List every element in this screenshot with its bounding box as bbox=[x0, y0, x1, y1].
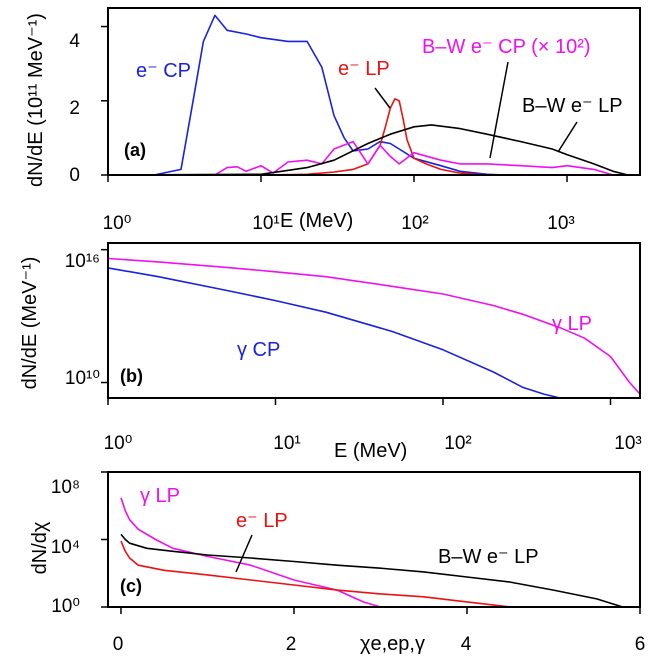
b-ann-gcp: γ CP bbox=[237, 339, 280, 361]
c-pointer-elp bbox=[235, 534, 253, 573]
b-series-1 bbox=[107, 257, 641, 395]
panel-c: 10⁸ 10⁴ 10⁰ 0 2 4 6 χe,ep,γ dN/dχ (c) γ … bbox=[29, 471, 646, 655]
b-xtick-10: 10¹ bbox=[273, 433, 300, 454]
panel-c-lines bbox=[120, 497, 623, 608]
b-xtick-100: 10² bbox=[444, 433, 471, 454]
a-series-2 bbox=[214, 140, 614, 176]
panel-b-lines bbox=[107, 257, 641, 399]
panel-a-lines bbox=[107, 14, 629, 176]
a-panel-label: (a) bbox=[124, 140, 146, 160]
a-ann-ecp: e⁻ CP bbox=[136, 60, 191, 82]
c-series-1 bbox=[120, 540, 511, 608]
b-xtick-1000: 10³ bbox=[614, 433, 641, 454]
b-ytick-1e10: 10¹⁰ bbox=[65, 368, 100, 389]
b-xlabel: E (MeV) bbox=[334, 440, 407, 462]
a-ann-elp: e⁻ LP bbox=[338, 58, 390, 80]
a-ann-bwecp: B–W e⁻ CP (× 10²) bbox=[422, 36, 591, 58]
b-ann-glp: γ LP bbox=[552, 313, 592, 335]
a-ylabel: dN/dE (10¹¹ MeV⁻¹) bbox=[25, 13, 47, 187]
a-ytick-2: 2 bbox=[69, 98, 80, 119]
a-pointer-elp bbox=[374, 87, 391, 109]
a-series-1 bbox=[108, 98, 488, 176]
b-series-0 bbox=[107, 267, 561, 399]
panel-b-ticks bbox=[101, 248, 612, 405]
panel-a: 4 2 0 10⁰ 10¹ 10² 10³ E (MeV) dN/dE (10¹… bbox=[25, 7, 641, 234]
c-ytick-1e0: 10⁰ bbox=[51, 596, 80, 617]
a-xlabel: E (MeV) bbox=[280, 210, 353, 232]
b-panel-label: (b) bbox=[120, 366, 143, 386]
c-ytick-1e8: 10⁸ bbox=[51, 477, 80, 498]
c-xtick-6: 6 bbox=[635, 634, 646, 655]
c-xtick-2: 2 bbox=[286, 634, 297, 655]
b-xtick-1: 10⁰ bbox=[104, 433, 133, 454]
panel-c-ticks bbox=[101, 471, 641, 614]
a-pointer-bwelp bbox=[557, 121, 578, 153]
panel-c-frame bbox=[107, 471, 641, 608]
a-ytick-0: 0 bbox=[69, 165, 80, 186]
a-ann-bwelp: B–W e⁻ LP bbox=[522, 95, 623, 117]
c-series-2 bbox=[120, 533, 623, 608]
panel-b: 10¹⁶ 10¹⁰ 10⁰ 10¹ 10² 10³ E (MeV) dN/dE … bbox=[19, 242, 642, 462]
c-ann-glp: γ LP bbox=[140, 485, 180, 507]
c-ann-elp: e⁻ LP bbox=[236, 510, 288, 532]
a-xtick-1: 10⁰ bbox=[103, 213, 132, 234]
c-panel-label: (c) bbox=[120, 576, 142, 596]
c-xtick-0: 0 bbox=[113, 634, 124, 655]
a-xtick-1000: 10³ bbox=[547, 213, 574, 234]
panel-a-ticks bbox=[101, 25, 568, 182]
c-xlabel: χe,ep,γ bbox=[360, 633, 425, 655]
a-series-3 bbox=[107, 124, 629, 176]
panel-a-frame bbox=[107, 7, 641, 176]
a-xtick-100: 10² bbox=[401, 213, 428, 234]
b-ylabel: dN/dE (MeV⁻¹) bbox=[19, 257, 41, 390]
a-pointer-bwecp bbox=[489, 61, 509, 159]
c-ann-bwelp: B–W e⁻ LP bbox=[438, 546, 539, 568]
c-ytick-1e4: 10⁴ bbox=[51, 537, 80, 558]
a-ytick-4: 4 bbox=[69, 31, 80, 52]
a-xtick-10: 10¹ bbox=[252, 213, 279, 234]
c-ylabel: dN/dχ bbox=[29, 521, 51, 574]
c-xtick-4: 4 bbox=[461, 634, 472, 655]
b-ytick-1e16: 10¹⁶ bbox=[65, 251, 100, 272]
panel-b-frame bbox=[107, 242, 641, 399]
